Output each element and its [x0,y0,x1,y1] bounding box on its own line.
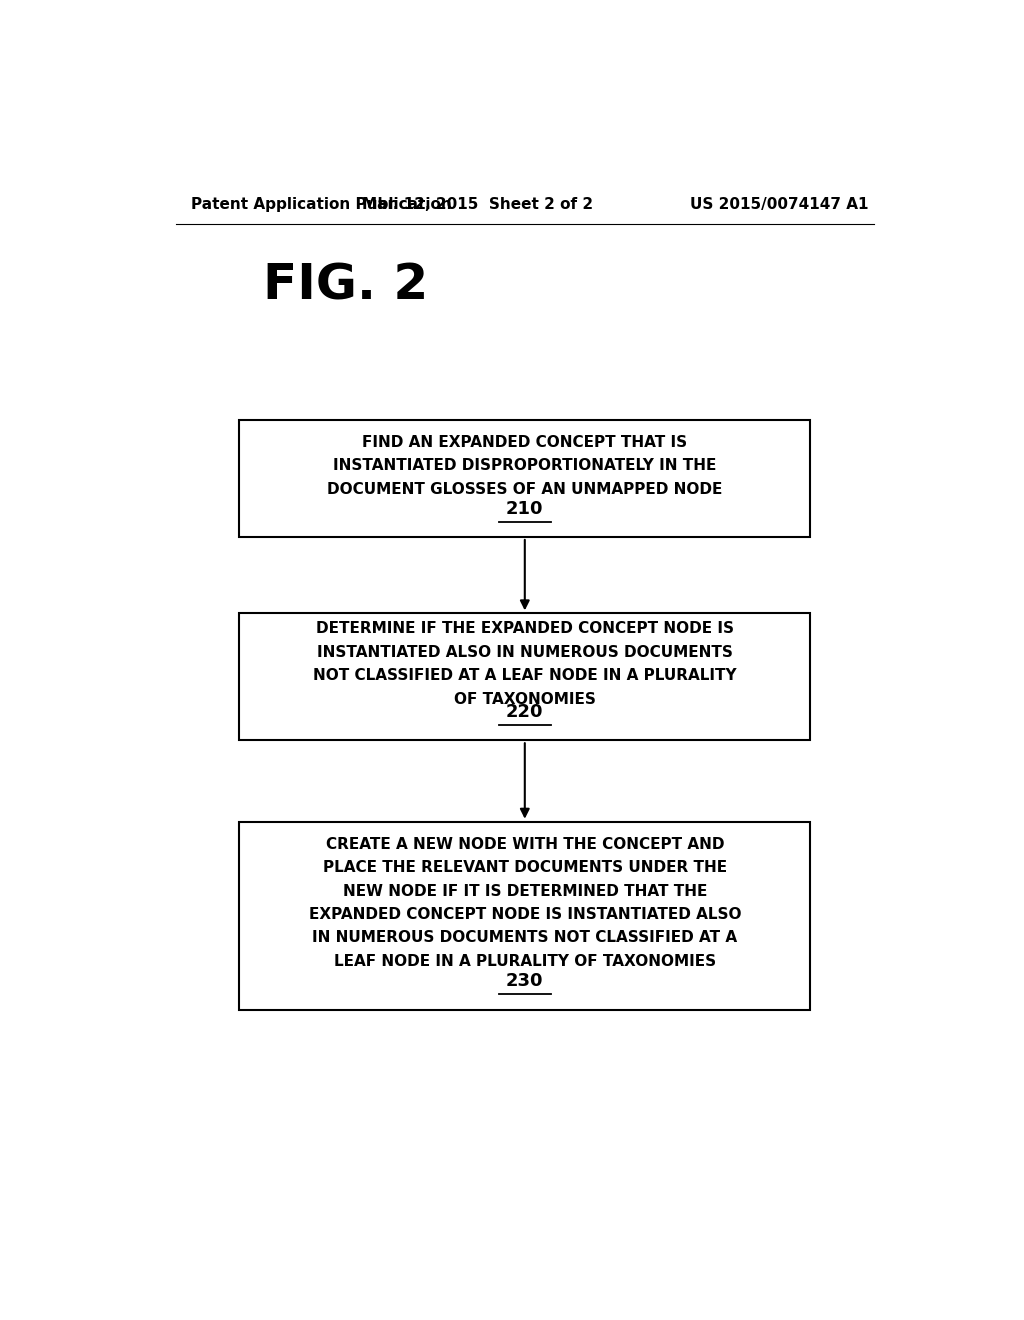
Text: LEAF NODE IN A PLURALITY OF TAXONOMIES: LEAF NODE IN A PLURALITY OF TAXONOMIES [334,954,716,969]
Bar [240,821,811,1010]
Text: DETERMINE IF THE EXPANDED CONCEPT NODE IS: DETERMINE IF THE EXPANDED CONCEPT NODE I… [315,622,734,636]
Text: 210: 210 [506,499,544,517]
Bar [240,614,811,741]
Text: EXPANDED CONCEPT NODE IS INSTANTIATED ALSO: EXPANDED CONCEPT NODE IS INSTANTIATED AL… [308,907,741,923]
Text: CREATE A NEW NODE WITH THE CONCEPT AND: CREATE A NEW NODE WITH THE CONCEPT AND [326,837,724,851]
Bar [240,420,811,537]
Text: NEW NODE IF IT IS DETERMINED THAT THE: NEW NODE IF IT IS DETERMINED THAT THE [343,883,707,899]
Text: 220: 220 [506,702,544,721]
Text: Patent Application Publication: Patent Application Publication [191,197,453,211]
Text: FIG. 2: FIG. 2 [263,261,428,309]
Text: IN NUMEROUS DOCUMENTS NOT CLASSIFIED AT A: IN NUMEROUS DOCUMENTS NOT CLASSIFIED AT … [312,931,737,945]
Text: DOCUMENT GLOSSES OF AN UNMAPPED NODE: DOCUMENT GLOSSES OF AN UNMAPPED NODE [327,482,723,496]
Text: Mar. 12, 2015  Sheet 2 of 2: Mar. 12, 2015 Sheet 2 of 2 [361,197,593,211]
Text: PLACE THE RELEVANT DOCUMENTS UNDER THE: PLACE THE RELEVANT DOCUMENTS UNDER THE [323,861,727,875]
Text: FIND AN EXPANDED CONCEPT THAT IS: FIND AN EXPANDED CONCEPT THAT IS [362,436,687,450]
Text: OF TAXONOMIES: OF TAXONOMIES [454,692,596,706]
Text: NOT CLASSIFIED AT A LEAF NODE IN A PLURALITY: NOT CLASSIFIED AT A LEAF NODE IN A PLURA… [313,668,736,684]
Text: US 2015/0074147 A1: US 2015/0074147 A1 [689,197,868,211]
Text: INSTANTIATED DISPROPORTIONATELY IN THE: INSTANTIATED DISPROPORTIONATELY IN THE [333,458,717,474]
Text: 230: 230 [506,972,544,990]
Text: INSTANTIATED ALSO IN NUMEROUS DOCUMENTS: INSTANTIATED ALSO IN NUMEROUS DOCUMENTS [316,645,733,660]
